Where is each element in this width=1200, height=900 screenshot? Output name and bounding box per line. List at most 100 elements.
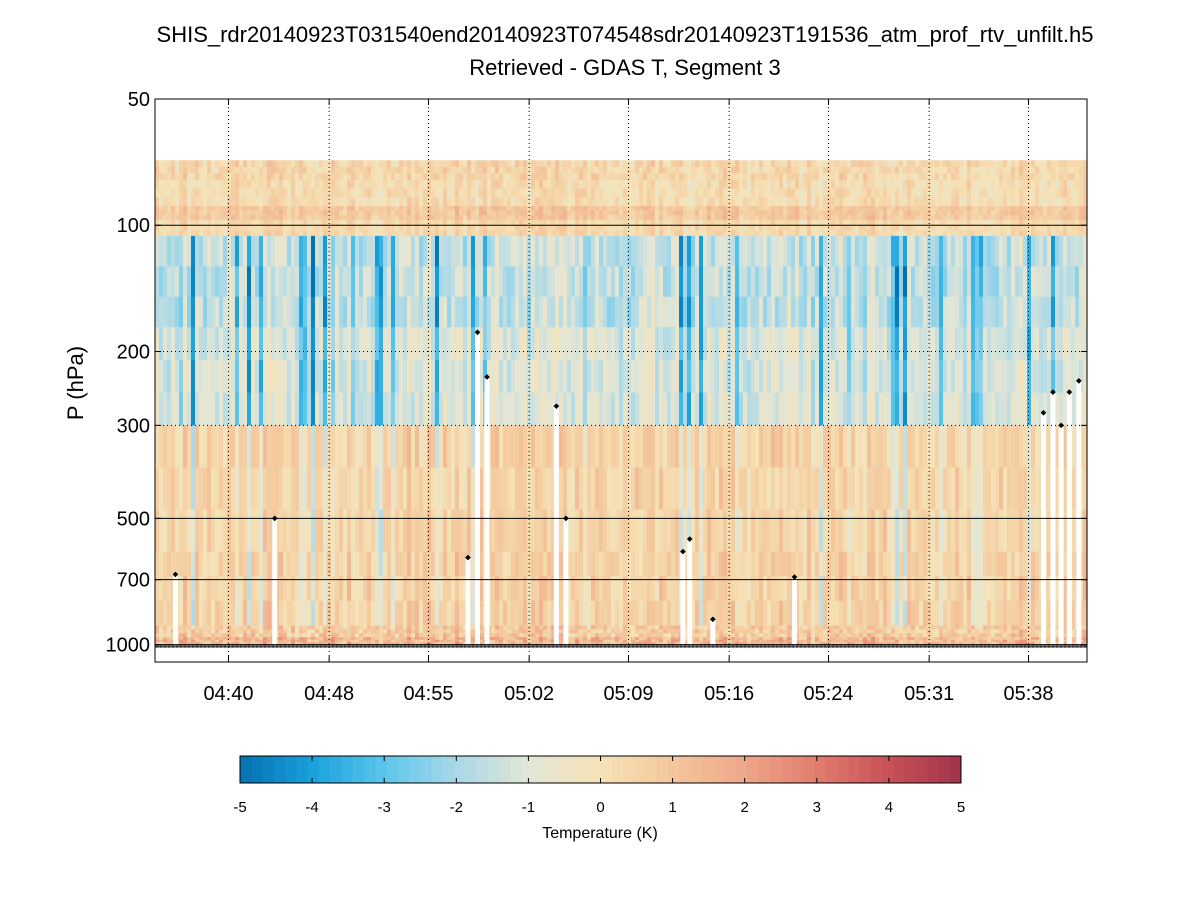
heatmap-cell	[607, 637, 612, 641]
heatmap-cell	[243, 509, 248, 553]
heatmap-cell	[279, 188, 284, 198]
heatmap-cell	[379, 215, 384, 221]
heatmap-cell	[547, 188, 552, 198]
heatmap-cell	[291, 359, 296, 394]
heatmap-cell	[407, 210, 412, 216]
heatmap-cell	[423, 359, 428, 394]
heatmap-cell	[255, 600, 260, 627]
heatmap-cell	[491, 225, 496, 232]
heatmap-cell	[275, 639, 280, 643]
heatmap-cell	[671, 210, 676, 216]
heatmap-cell	[403, 296, 408, 328]
heatmap-cell	[331, 509, 336, 553]
heatmap-cell	[355, 197, 360, 207]
heatmap-cell	[311, 215, 316, 221]
heatmap-cell	[803, 210, 808, 216]
heatmap-cell	[783, 235, 788, 267]
heatmap-cell	[435, 629, 440, 634]
heatmap-cell	[303, 425, 308, 469]
heatmap-cell	[735, 225, 740, 232]
heatmap-cell	[399, 509, 404, 553]
heatmap-cell	[387, 188, 392, 198]
heatmap-cell	[639, 179, 644, 190]
heatmap-cell	[591, 509, 596, 553]
heatmap-cell	[183, 215, 188, 221]
heatmap-cell	[543, 215, 548, 221]
heatmap-cell	[255, 197, 260, 207]
heatmap-cell	[207, 467, 212, 511]
heatmap-cell	[451, 629, 456, 634]
heatmap-cell	[171, 392, 176, 426]
heatmap-cell	[515, 215, 520, 221]
heatmap-cell	[303, 639, 308, 643]
heatmap-cell	[207, 230, 212, 237]
heatmap-cell	[611, 197, 616, 207]
heatmap-cell	[371, 166, 376, 175]
heatmap-cell	[419, 230, 424, 237]
heatmap-cell	[563, 206, 568, 212]
heatmap-cell	[391, 359, 396, 394]
heatmap-cell	[359, 266, 364, 298]
heatmap-cell	[367, 327, 372, 361]
heatmap-cell	[567, 576, 572, 602]
heatmap-cell	[463, 327, 468, 361]
heatmap-cell	[511, 266, 516, 298]
heatmap-cell	[427, 392, 432, 426]
heatmap-cell	[179, 642, 184, 646]
heatmap-cell	[535, 230, 540, 237]
heatmap-cell	[275, 509, 280, 553]
heatmap-cell	[439, 206, 444, 212]
heatmap-cell	[615, 467, 620, 511]
heatmap-cell	[655, 188, 660, 198]
heatmap-cell	[439, 637, 444, 641]
heatmap-cell	[807, 215, 812, 221]
heatmap-cell	[631, 219, 636, 226]
heatmap-cell	[567, 188, 572, 198]
heatmap-cell	[735, 173, 740, 181]
heatmap-cell	[695, 219, 700, 226]
heatmap-cell	[707, 225, 712, 232]
heatmap-cell	[591, 359, 596, 394]
heatmap-cell	[455, 166, 460, 175]
heatmap-cell	[155, 637, 160, 641]
heatmap-cell	[243, 160, 248, 168]
heatmap-cell	[439, 188, 444, 198]
heatmap-cell	[159, 225, 164, 232]
heatmap-cell	[439, 625, 444, 630]
heatmap-cell	[815, 235, 820, 267]
heatmap-cell	[315, 576, 320, 602]
heatmap-cell	[291, 600, 296, 627]
heatmap-cell	[583, 210, 588, 216]
heatmap-cell	[791, 160, 796, 168]
heatmap-cell	[191, 425, 196, 469]
heatmap-cell	[607, 160, 612, 168]
heatmap-cell	[243, 642, 248, 646]
heatmap-cell	[247, 642, 252, 646]
heatmap-cell	[323, 296, 328, 328]
heatmap-cell	[227, 206, 232, 212]
heatmap-cell	[679, 210, 684, 216]
heatmap-cell	[227, 225, 232, 232]
heatmap-cell	[355, 359, 360, 394]
heatmap-cell	[447, 296, 452, 328]
heatmap-cell	[347, 266, 352, 298]
heatmap-cell	[243, 551, 248, 577]
heatmap-cell	[251, 359, 256, 394]
heatmap-cell	[387, 230, 392, 237]
heatmap-cell	[487, 179, 492, 190]
heatmap-cell	[739, 173, 744, 181]
heatmap-cell	[355, 639, 360, 643]
heatmap-cell	[379, 600, 384, 627]
heatmap-cell	[167, 642, 172, 646]
heatmap-cell	[703, 425, 708, 469]
heatmap-cell	[647, 392, 652, 426]
heatmap-cell	[291, 392, 296, 426]
heatmap-cell	[547, 225, 552, 232]
heatmap-cell	[715, 392, 720, 426]
heatmap-cell	[415, 425, 420, 469]
heatmap-cell	[491, 219, 496, 226]
heatmap-cell	[227, 392, 232, 426]
heatmap-cell	[443, 392, 448, 426]
heatmap-cell	[427, 576, 432, 602]
heatmap-cell	[471, 359, 476, 394]
